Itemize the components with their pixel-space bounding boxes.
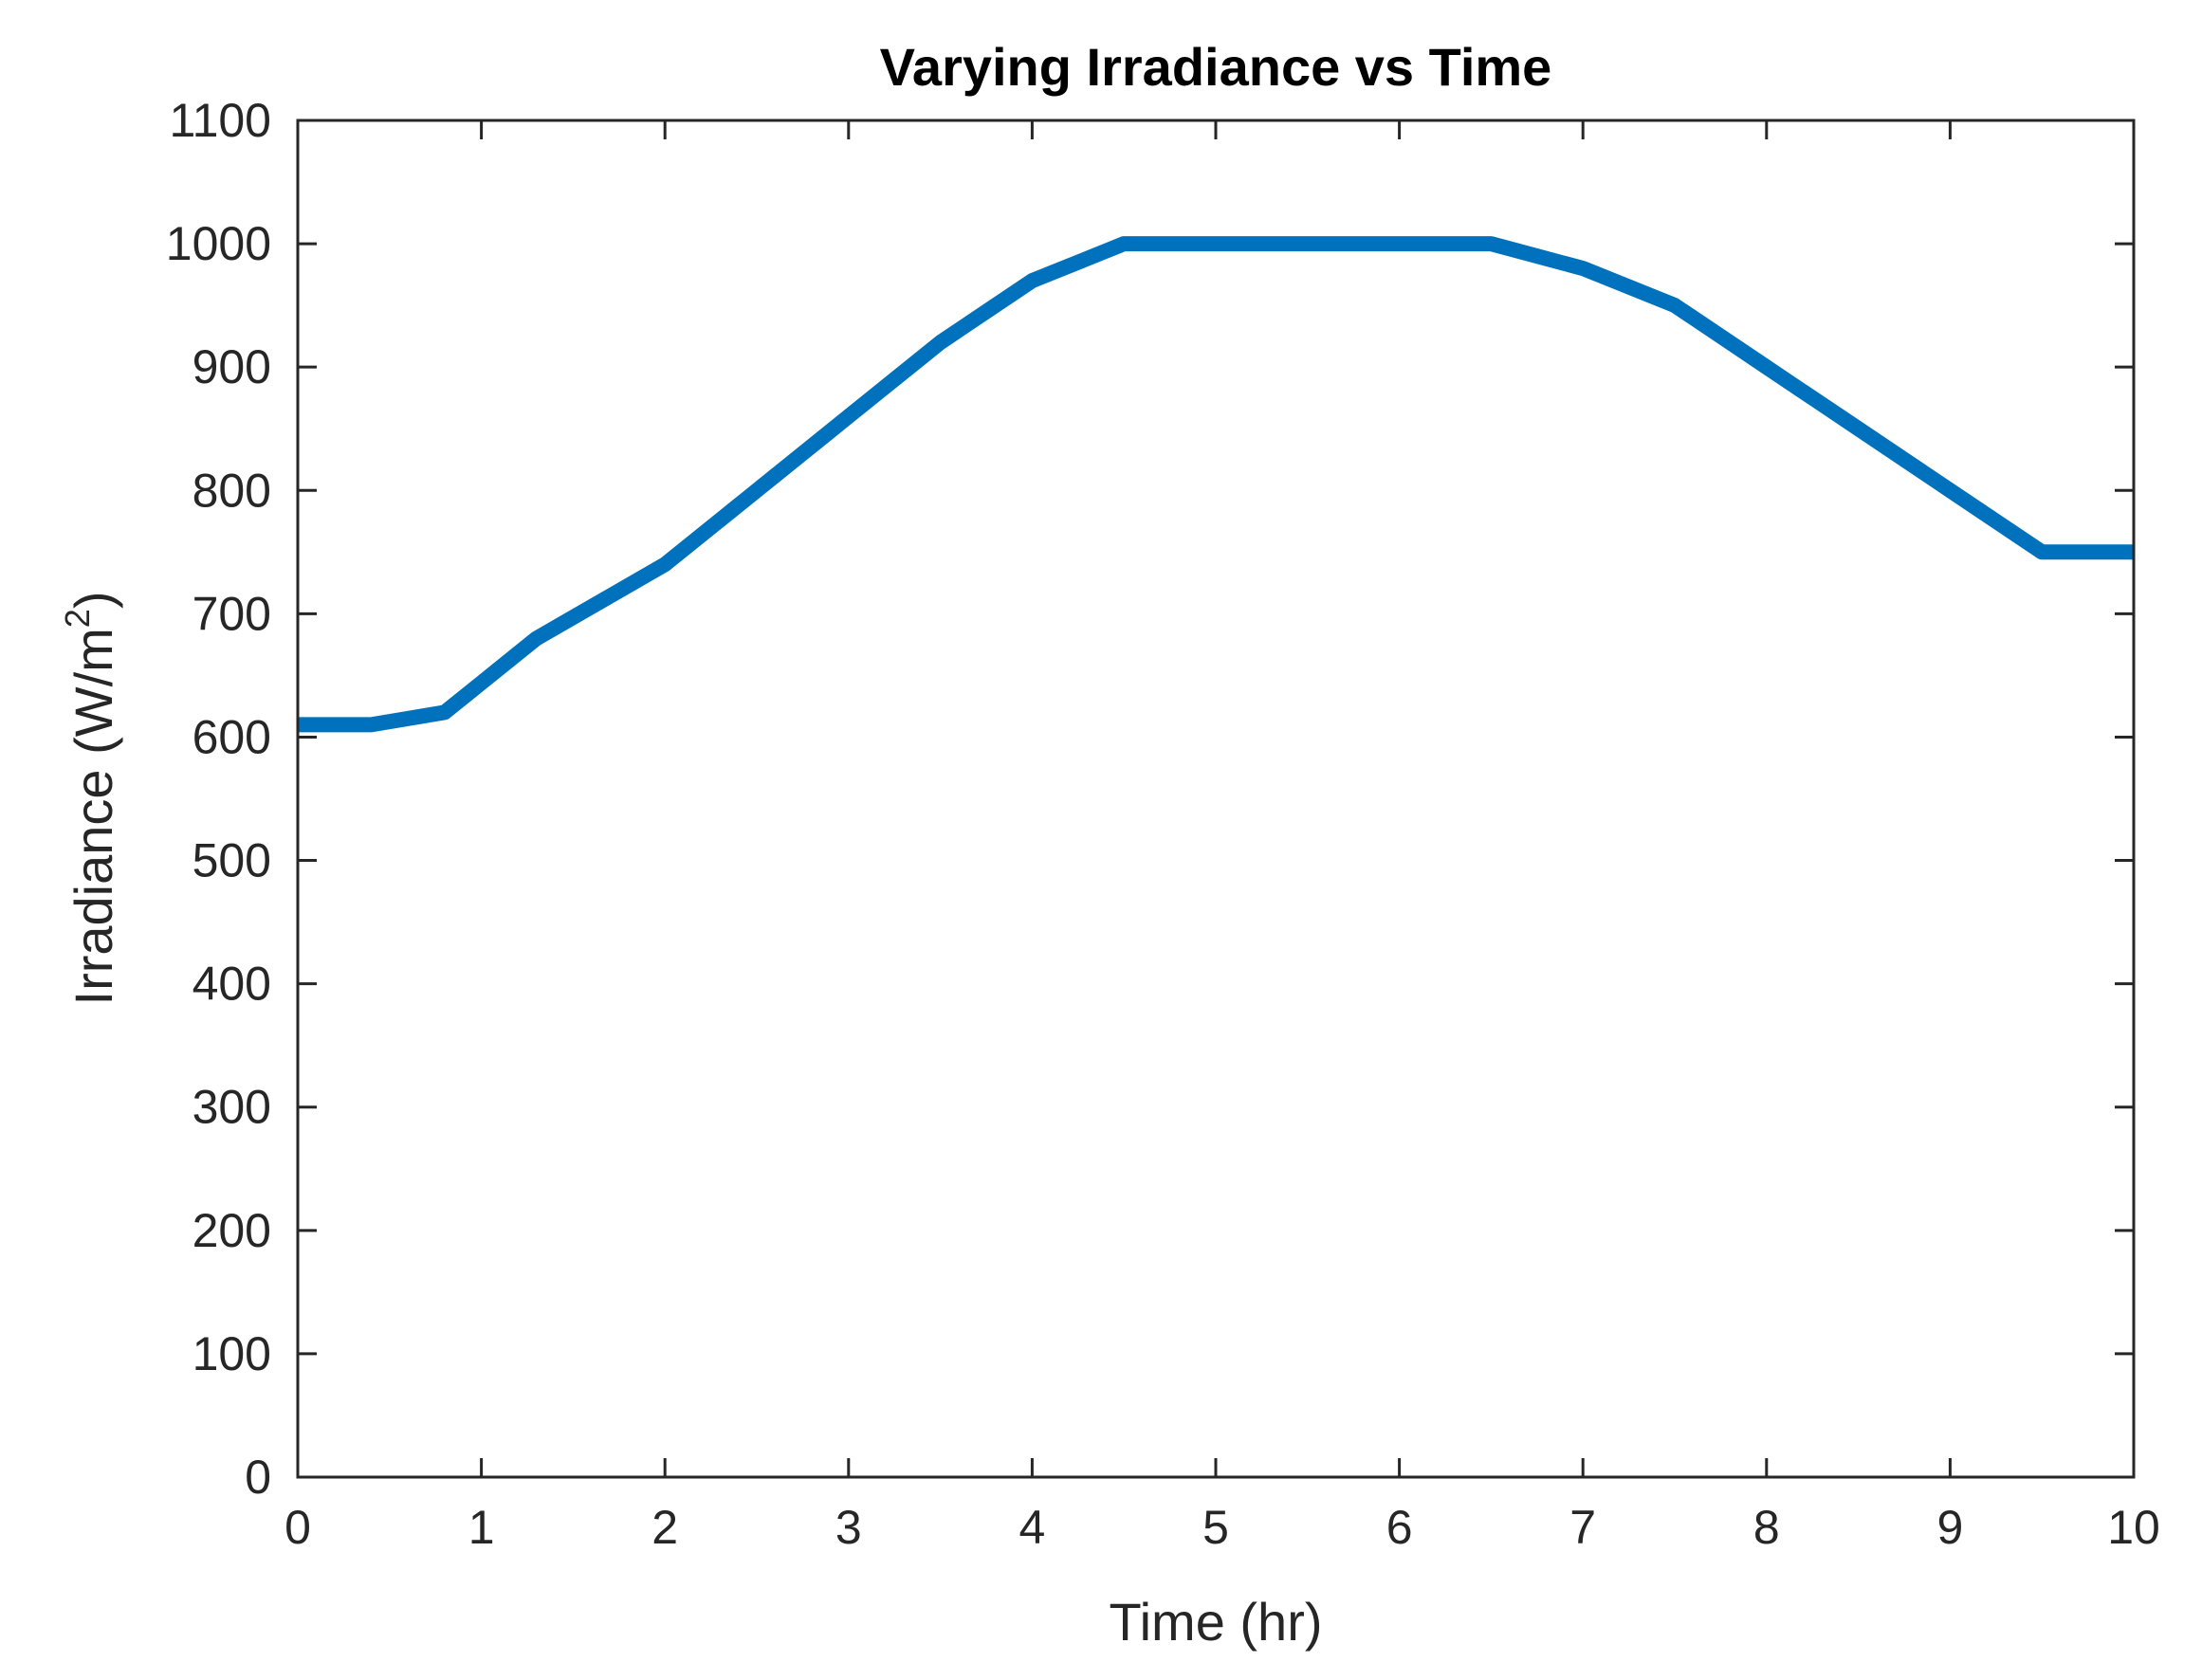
x-tick-label: 7 bbox=[1569, 1501, 1596, 1554]
x-tick-label: 10 bbox=[2107, 1501, 2160, 1554]
y-axis-label: Irradiance (W/m2) bbox=[58, 592, 123, 1006]
y-tick-label: 500 bbox=[193, 834, 271, 887]
x-axis-label: Time (hr) bbox=[1109, 1592, 1322, 1652]
x-tick-label: 1 bbox=[468, 1501, 495, 1554]
y-tick-label: 100 bbox=[193, 1327, 271, 1380]
chart-title: Varying Irradiance vs Time bbox=[880, 37, 1552, 97]
y-tick-label: 200 bbox=[193, 1204, 271, 1257]
x-tick-label: 5 bbox=[1202, 1501, 1229, 1554]
series-layer bbox=[298, 236, 2134, 733]
x-tick-label: 9 bbox=[1936, 1501, 1963, 1554]
y-tick-label: 900 bbox=[193, 340, 271, 393]
y-tick-label: 300 bbox=[193, 1081, 271, 1134]
y-tick-label: 400 bbox=[193, 958, 271, 1011]
x-tick-label: 0 bbox=[284, 1501, 311, 1554]
x-tick-labels: 0 1 2 3 4 5 6 7 8 9 10 bbox=[284, 1501, 2160, 1554]
y-tick-label: 1100 bbox=[169, 94, 271, 147]
y-tick-labels: 0 100 200 300 400 500 600 700 800 900 1000 1100 bbox=[166, 94, 271, 1504]
y-tick-label: 0 bbox=[245, 1451, 271, 1504]
x-tick-label: 8 bbox=[1753, 1501, 1780, 1554]
y-tick-label: 600 bbox=[193, 710, 271, 763]
plot-frame bbox=[296, 119, 2136, 1479]
y-tick-label: 700 bbox=[193, 587, 271, 640]
x-tick-label: 2 bbox=[651, 1501, 678, 1554]
y-tick-label: 800 bbox=[193, 464, 271, 517]
x-tick-label: 4 bbox=[1018, 1501, 1045, 1554]
series-line-irradiance bbox=[298, 236, 2134, 733]
x-tick-label: 6 bbox=[1386, 1501, 1413, 1554]
y-axis-label-main: Irradiance (W/m bbox=[64, 628, 123, 1005]
plot-area bbox=[298, 120, 2134, 1477]
y-axis-label-superscript: 2 bbox=[58, 609, 97, 628]
x-tick-label: 3 bbox=[835, 1501, 862, 1554]
y-tick-label: 1000 bbox=[166, 217, 271, 270]
y-axis-label-close: ) bbox=[64, 592, 123, 610]
